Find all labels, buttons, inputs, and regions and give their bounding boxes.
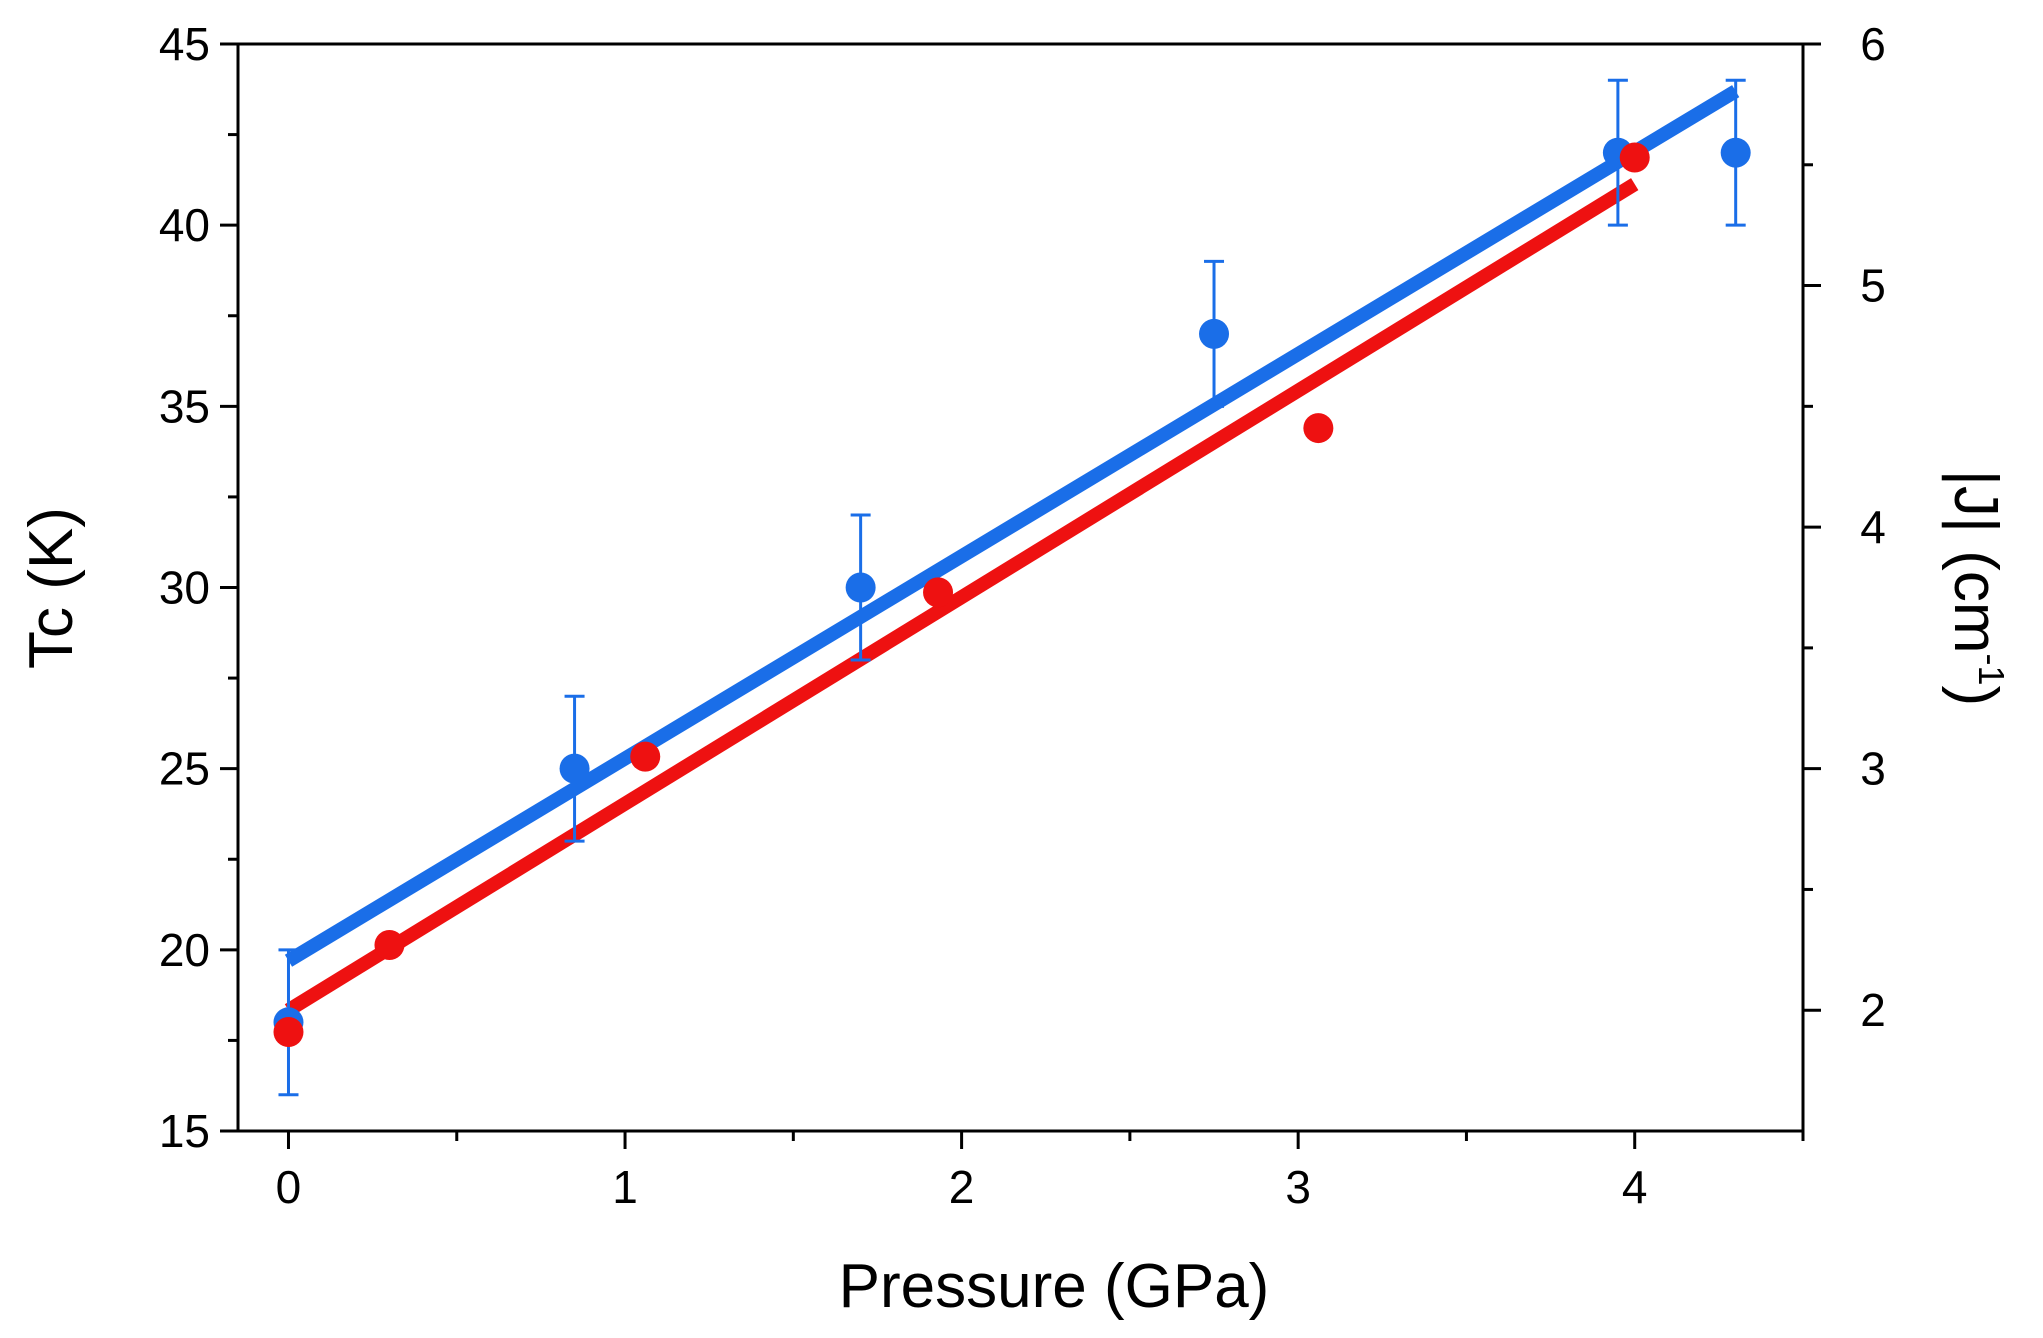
y-left-tick-label: 30: [159, 562, 210, 614]
data-point-j-0: [273, 1016, 304, 1047]
y-left-tick-label: 40: [159, 199, 210, 251]
y-right-tick-label: 5: [1860, 260, 1886, 312]
data-point-tc-2: [845, 572, 876, 603]
data-point-j-5: [1619, 142, 1650, 173]
y-right-tick-label: 3: [1860, 743, 1886, 795]
y-axis-right-title-close: ): [1941, 686, 2010, 707]
y-left-tick-label: 45: [159, 18, 210, 70]
y-axis-right-title: |J| (cm-1): [1941, 470, 2012, 706]
data-points: [273, 78, 1751, 1097]
y-right-tick-label: 2: [1860, 984, 1886, 1036]
y-axis-left-title: Tc (K): [17, 507, 86, 669]
y-axis-right-title-sup: -1: [1971, 654, 2012, 686]
x-tick-label: 1: [612, 1161, 638, 1213]
x-tick-label: 4: [1622, 1161, 1648, 1213]
data-point-j-1: [374, 930, 405, 961]
data-point-tc-5: [1720, 137, 1751, 168]
axes: [236, 42, 1805, 1133]
plot-frame: [236, 42, 1805, 1133]
x-tick-label: 2: [949, 1161, 975, 1213]
fit-line-j: [284, 178, 1639, 1017]
y-right-tick-label: 6: [1860, 18, 1886, 70]
y-axis-right-title-main: |J| (cm: [1941, 470, 2010, 654]
fit-line-tc: [284, 85, 1740, 967]
y-right-tick-label: 4: [1860, 501, 1886, 553]
y-left-tick-label: 20: [159, 924, 210, 976]
fit-lines: [284, 85, 1740, 1017]
data-point-j-2: [630, 741, 661, 772]
ticks: [220, 42, 1821, 1149]
data-point-j-4: [1303, 413, 1334, 444]
x-tick-label: 0: [276, 1161, 302, 1213]
x-tick-label: 3: [1285, 1161, 1311, 1213]
y-left-tick-label: 15: [159, 1105, 210, 1157]
data-point-j-3: [923, 577, 954, 608]
data-point-tc-3: [1199, 318, 1230, 349]
x-axis-title: Pressure (GPa): [839, 1252, 1270, 1321]
y-left-tick-label: 25: [159, 743, 210, 795]
data-point-tc-1: [559, 753, 590, 784]
y-left-tick-label: 35: [159, 380, 210, 432]
